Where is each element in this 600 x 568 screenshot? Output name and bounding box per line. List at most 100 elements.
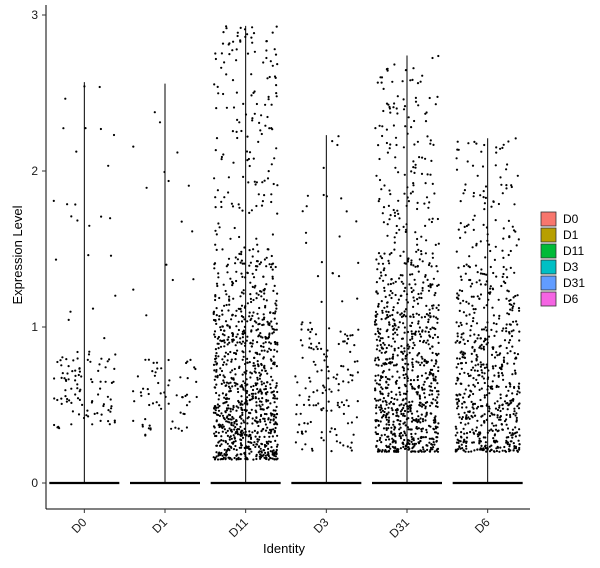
- point-D6: [464, 423, 467, 426]
- point-D0: [93, 412, 96, 415]
- point-D6: [459, 321, 462, 324]
- point-D11: [270, 103, 273, 106]
- point-D1: [142, 387, 145, 390]
- point-D31: [394, 426, 397, 429]
- point-D6: [475, 353, 478, 357]
- point-D31: [387, 394, 390, 397]
- point-D0: [80, 375, 83, 378]
- point-D3: [347, 381, 350, 384]
- point-D6: [478, 388, 481, 391]
- point-D11: [275, 25, 278, 28]
- point-D3: [309, 380, 312, 383]
- point-D1: [163, 170, 166, 174]
- point-D11: [246, 396, 249, 399]
- point-D11: [243, 421, 246, 424]
- point-D6: [459, 302, 462, 305]
- point-D31: [387, 259, 390, 262]
- point-D31: [436, 382, 439, 385]
- point-D31: [399, 313, 402, 316]
- point-D6: [467, 374, 471, 378]
- point-D6: [472, 377, 475, 380]
- point-D11: [243, 402, 246, 405]
- point-D11: [274, 310, 277, 313]
- point-D31: [407, 405, 410, 408]
- point-D31: [395, 231, 398, 235]
- point-D11: [234, 444, 237, 448]
- point-D6: [511, 392, 514, 395]
- point-D6: [459, 435, 463, 438]
- point-D31: [387, 449, 391, 452]
- point-D3: [294, 375, 297, 378]
- point-D31: [426, 173, 429, 176]
- point-D6: [460, 336, 463, 339]
- point-D31: [426, 339, 429, 342]
- point-D31: [394, 435, 397, 438]
- point-D11: [262, 61, 265, 64]
- point-D11: [272, 393, 275, 396]
- point-D11: [260, 456, 263, 459]
- point-D11: [270, 446, 273, 449]
- point-D11: [213, 262, 217, 265]
- point-D11: [213, 458, 217, 461]
- point-D11: [264, 387, 267, 391]
- point-D11: [231, 79, 235, 82]
- point-D31: [406, 186, 409, 189]
- point-D31: [382, 206, 386, 209]
- point-D31: [392, 282, 395, 285]
- point-D6: [512, 398, 515, 401]
- point-D31: [403, 414, 406, 418]
- point-D11: [214, 196, 217, 199]
- point-D31: [427, 206, 430, 209]
- point-D3: [350, 449, 353, 452]
- point-D6: [480, 369, 483, 372]
- point-D11: [215, 455, 218, 458]
- point-D3: [342, 365, 345, 368]
- point-D3: [342, 380, 345, 383]
- point-D6: [505, 187, 508, 190]
- point-D31: [389, 314, 392, 317]
- point-D3: [341, 300, 344, 303]
- point-D0: [74, 369, 77, 372]
- point-D11: [241, 340, 245, 343]
- point-D6: [517, 387, 521, 390]
- point-D31: [420, 253, 423, 256]
- point-D11: [274, 341, 277, 344]
- point-D31: [424, 274, 427, 277]
- point-D6: [476, 448, 479, 451]
- point-D0: [68, 399, 71, 402]
- point-D6: [471, 366, 475, 369]
- point-D31: [429, 173, 432, 176]
- point-D3: [336, 373, 339, 376]
- point-D31: [404, 69, 407, 72]
- point-D31: [387, 392, 390, 395]
- point-D11: [230, 437, 233, 440]
- point-D6: [467, 372, 470, 375]
- point-D11: [264, 454, 267, 457]
- point-D11: [255, 297, 258, 300]
- point-D11: [270, 325, 273, 328]
- point-D6: [467, 142, 470, 145]
- point-D11: [255, 401, 258, 404]
- point-D31: [377, 305, 380, 308]
- point-D6: [483, 306, 486, 309]
- point-D11: [275, 405, 278, 408]
- point-D11: [230, 318, 233, 321]
- point-D11: [220, 412, 223, 415]
- point-D6: [463, 411, 466, 414]
- point-D11: [227, 382, 230, 385]
- point-D6: [515, 412, 518, 415]
- point-D31: [409, 273, 412, 276]
- point-D11: [267, 335, 271, 339]
- point-D11: [267, 454, 270, 458]
- point-D11: [252, 443, 255, 447]
- point-D6: [471, 441, 474, 444]
- point-D6: [467, 302, 470, 305]
- point-D11: [274, 386, 277, 389]
- point-D11: [231, 385, 234, 388]
- point-D11: [255, 102, 258, 106]
- point-D31: [402, 412, 405, 415]
- point-D6: [478, 374, 481, 377]
- point-D6: [510, 303, 513, 306]
- point-D6: [479, 283, 482, 286]
